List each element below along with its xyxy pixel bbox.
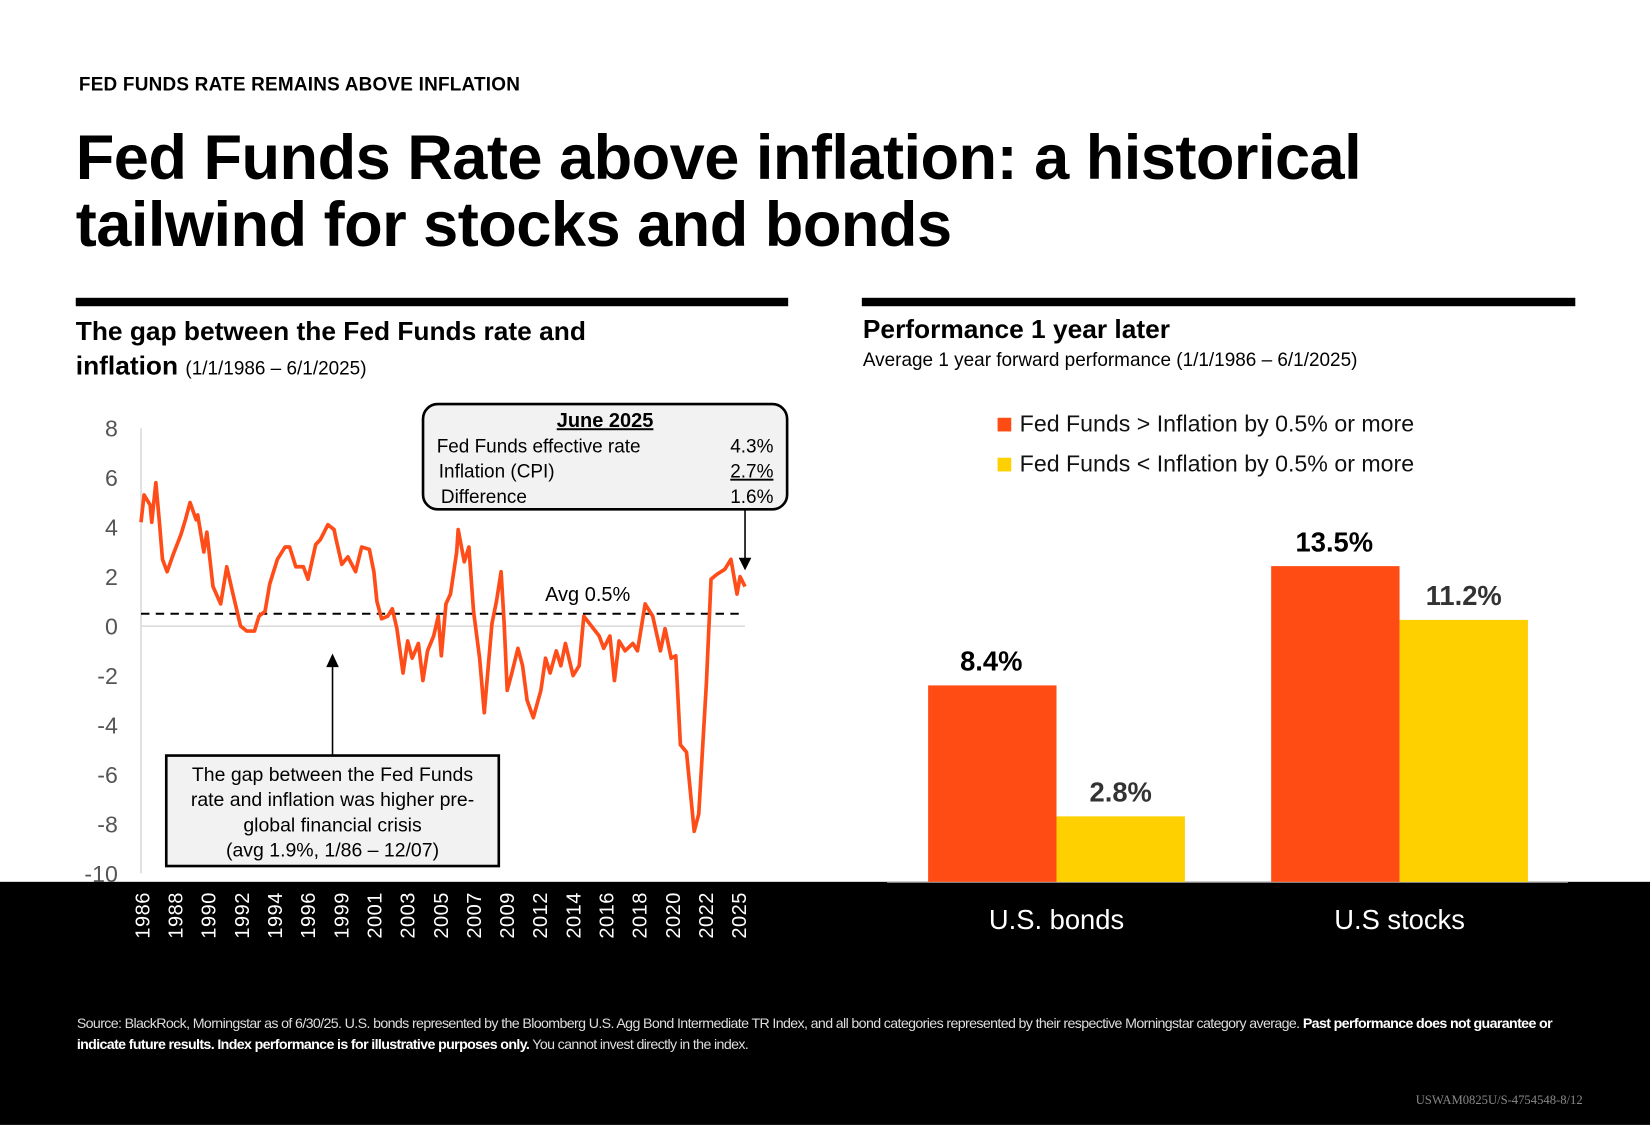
line-chart-period: (1/1/1986 – 6/1/2025) [185,357,367,379]
legend-label: Fed Funds < Inflation by 0.5% or more [1019,450,1415,477]
x-tick-label: 2018 [630,892,652,939]
legend-item-below: Fed Funds < Inflation by 0.5% or more [997,450,1415,477]
bar-legend: Fed Funds > Inflation by 0.5% or more Fe… [997,410,1415,477]
arrow-up-icon [326,653,339,668]
bar-value-label: 8.4% [960,646,1022,677]
y-tick-label: 2 [105,564,118,590]
page-title: Fed Funds Rate above inflation: a histor… [75,122,1362,260]
callout-row-value: 2.7% [730,462,773,483]
title-line-2: tailwind for stocks and bonds [75,189,952,260]
x-tick-label: 2005 [431,892,453,939]
document-code: USWAM0825U/S-4754548-8/12 [1415,1092,1583,1108]
legend-swatch-orange [997,417,1012,431]
title-line-1: Fed Funds Rate above inflation: a histor… [75,122,1362,193]
x-tick-label: 2025 [729,892,751,939]
left-divider [75,297,789,307]
callout-heading: June 2025 [557,410,654,432]
y-tick-label: -2 [97,663,118,689]
bar-chart: 8.4% 2.8% U.S. bonds 13.5% 11.2% U.S stocks [887,526,1568,935]
category-label: U.S. bonds [989,904,1124,935]
x-tick-label: 2003 [398,892,420,939]
bar-value-label: 11.2% [1426,580,1502,611]
x-tick-label: 2001 [364,892,386,939]
y-tick-label: 4 [105,515,118,541]
right-divider [861,297,1576,307]
bar-value-label: 2.8% [1090,777,1152,808]
callout-row-value: 4.3% [730,436,773,457]
x-tick-label: 1999 [331,892,353,939]
x-tick-label: 2012 [530,892,552,939]
callout-text-line: (avg 1.9%, 1/86 – 12/07) [226,840,439,862]
x-tick-label: 2009 [497,892,519,939]
bar [928,685,1057,882]
bar [1399,619,1528,882]
callout-text-line: rate and inflation was higher pre- [191,789,474,811]
line-chart: 8 6 4 2 0 -2 -4 -6 -8 -10 1986 1988 1990 1992 1994 1996… [84,402,789,939]
x-tick-label: 1990 [199,892,221,939]
line-chart-title-line-2: inflation [75,351,179,381]
footnote: Source: BlackRock, Morningstar as of 6/3… [77,1013,1571,1055]
y-tick-label: 6 [105,465,118,491]
x-tick-label: 1986 [132,892,154,939]
footnote-disclaimer: Past performance does not guarantee or i… [76,1015,1553,1053]
y-tick-label: -6 [97,762,118,788]
x-tick-label: 2007 [464,892,486,939]
x-tick-label: 2016 [596,892,618,939]
legend-item-above: Fed Funds > Inflation by 0.5% or more [997,410,1415,437]
bar-value-label: 13.5% [1296,526,1374,557]
y-tick-label: -4 [97,712,118,738]
callout-row-label: Inflation (CPI) [439,462,555,483]
x-tick-label: 1988 [166,892,188,939]
x-tick-label: 1994 [265,892,287,939]
callout-row-label: Difference [441,487,527,508]
y-tick-label: 8 [105,416,118,442]
x-tick-label: 2014 [563,892,585,939]
callout-pre-gfc-box [164,754,501,868]
bar [1056,816,1185,882]
x-tick-label: 1992 [232,892,254,939]
bar [1271,566,1400,882]
legend-label: Fed Funds > Inflation by 0.5% or more [1019,410,1415,437]
y-tick-label: -8 [97,811,118,837]
line-chart-title-line-1: The gap between the Fed Funds rate and [75,316,586,347]
x-tick-label: 2022 [696,892,718,939]
footnote-index-note: You cannot invest directly in the index. [529,1036,749,1053]
legend-swatch-yellow [997,457,1012,471]
gap-series-line [139,480,747,834]
callout-text-line: global financial crisis [243,814,422,836]
category-label: U.S stocks [1334,904,1465,935]
average-label: Avg 0.5% [545,584,630,606]
callout-june-2025-box [421,402,789,511]
x-tick-label: 1996 [298,892,320,939]
line-chart-title: The gap between the Fed Funds rate and i… [76,315,586,387]
callout-row-label: Fed Funds effective rate [437,436,641,457]
black-footer-band [0,881,1650,1125]
x-tick-label: 2020 [663,892,685,939]
arrow-down-icon [738,557,752,571]
kicker: FED FUNDS RATE REMAINS ABOVE INFLATION [78,73,521,95]
callout-row-value: 1.6% [730,487,773,508]
bar-chart-subtitle: Average 1 year forward performance (1/1/… [862,349,1358,371]
y-tick-label: 0 [105,614,118,640]
callout-text-line: The gap between the Fed Funds [192,764,473,786]
y-tick-label: -10 [84,861,117,887]
footnote-source: Source: BlackRock, Morningstar as of 6/3… [76,1015,1303,1032]
bar-chart-title: Performance 1 year later [862,314,1170,345]
